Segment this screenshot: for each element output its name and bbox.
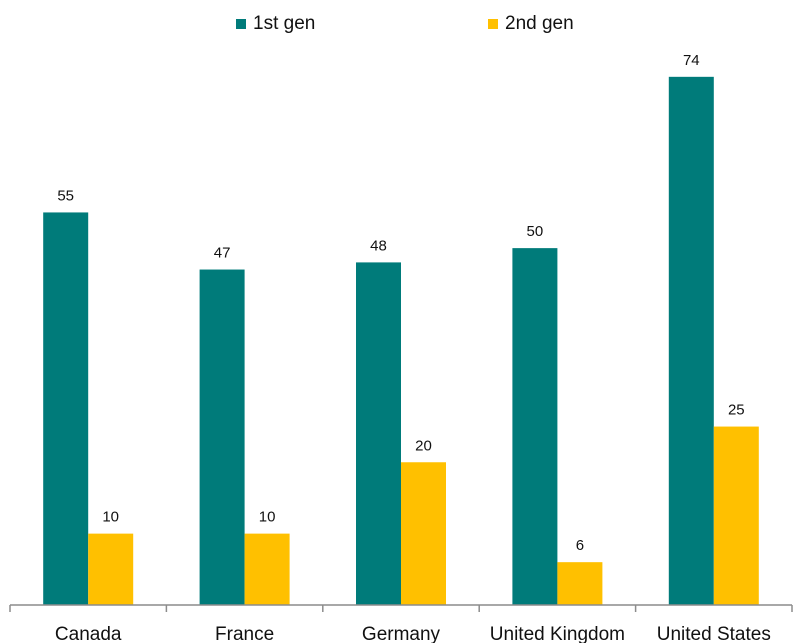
legend-swatch-2nd-gen [488, 19, 498, 29]
bar-1st-gen-united-states [668, 76, 714, 605]
data-label-2nd-gen-united-kingdom: 6 [576, 537, 584, 554]
data-label-1st-gen-united-kingdom: 50 [527, 223, 544, 240]
bar-1st-gen-germany [356, 262, 401, 605]
data-label-2nd-gen-united-states: 25 [728, 402, 745, 419]
legend-swatch-1st-gen [236, 19, 246, 29]
bar-2nd-gen-germany [401, 462, 446, 605]
data-label-1st-gen-canada: 55 [57, 187, 74, 204]
data-label-2nd-gen-canada: 10 [102, 509, 119, 526]
bar-2nd-gen-france [244, 533, 290, 605]
bar-2nd-gen-united-states [713, 426, 759, 605]
bar-2nd-gen-united-kingdom [557, 562, 603, 605]
bar-2nd-gen-canada [88, 533, 134, 605]
legend-item-1st-gen: 1st gen [236, 11, 315, 37]
bar-1st-gen-canada [43, 212, 89, 605]
legend-label-2nd-gen: 2nd gen [505, 13, 574, 34]
x-tick-label-germany: Germany [362, 624, 441, 643]
data-label-1st-gen-germany: 48 [370, 237, 387, 254]
legend-item-2nd-gen: 2nd gen [488, 11, 574, 37]
x-tick-label-united-states: United States [657, 624, 771, 643]
data-label-2nd-gen-germany: 20 [415, 437, 432, 454]
bar-1st-gen-france [199, 269, 245, 605]
data-label-2nd-gen-france: 10 [259, 509, 276, 526]
bar-1st-gen-united-kingdom [512, 248, 558, 605]
x-tick-label-canada: Canada [55, 624, 122, 643]
data-label-1st-gen-france: 47 [214, 245, 231, 262]
legend-label-1st-gen: 1st gen [253, 13, 316, 34]
x-tick-label-france: France [215, 624, 274, 643]
data-label-1st-gen-united-states: 74 [683, 52, 700, 69]
legend: 1st gen 2nd gen [0, 11, 793, 37]
x-tick-label-united-kingdom: United Kingdom [490, 624, 625, 643]
